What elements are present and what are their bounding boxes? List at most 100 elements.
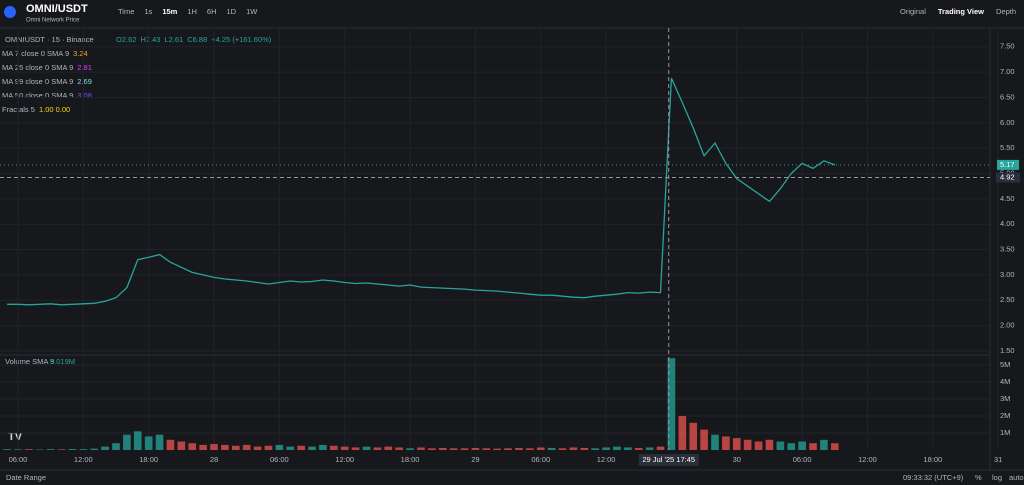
ohlc: L2.61 [164, 35, 183, 44]
indicator-value: 2.69 [77, 77, 92, 86]
volume-bar [602, 447, 610, 450]
y-tick-label: 1.50 [1000, 346, 1015, 355]
volume-bar [57, 449, 66, 450]
volume-bar [144, 436, 153, 450]
date-range[interactable]: Date Range [6, 473, 46, 482]
indicator-value: 1.00 0.00 [39, 105, 70, 114]
volume-bar [536, 447, 545, 450]
volume-bar [242, 444, 251, 450]
volume-bar [820, 439, 828, 450]
clock: 09:33:32 (UTC+9) [903, 473, 964, 482]
volume-bar [460, 448, 469, 450]
volume-bar [319, 444, 327, 450]
ohlc: O2.62 [116, 35, 136, 44]
indicator-name: MA 50 close 0 SMA 9 [2, 91, 73, 100]
interval[interactable]: 1W [246, 7, 258, 16]
view-tab[interactable]: Depth [996, 7, 1016, 16]
volume-bar [275, 444, 284, 450]
volume-bar [613, 446, 621, 450]
volume-bar [308, 446, 316, 450]
y-tick-label: 3.00 [1000, 270, 1015, 279]
y2-tick-label: 2M [1000, 411, 1010, 420]
volume-bar [210, 444, 218, 450]
y-tick-label: 7.50 [1000, 42, 1015, 51]
y-tick-label: 6.00 [1000, 118, 1015, 127]
volume-bar [14, 449, 22, 450]
volume-bar [830, 443, 839, 450]
volume-bar [809, 443, 817, 450]
view-tab[interactable]: Original [900, 7, 926, 16]
indicator-value: 3.24 [73, 49, 88, 58]
crosshair-x-label: 29 Jul '25 17:45 [642, 455, 695, 464]
volume-bar [743, 439, 752, 450]
last-price-badge [997, 159, 1019, 170]
volume-bar [79, 449, 88, 450]
indicator-name: MA 7 close 0 SMA 9 [2, 49, 69, 58]
volume-bar [264, 445, 273, 450]
x-tick-label: 12:00 [597, 455, 616, 464]
crosshair-y-badge [996, 172, 1020, 183]
volume-bar [700, 429, 708, 450]
footer-option[interactable]: auto [1009, 473, 1024, 482]
interval[interactable]: Time [118, 7, 134, 16]
volume-bar [68, 448, 77, 450]
volume-bar [286, 446, 295, 450]
volume-bar [711, 434, 719, 450]
volume-legend-value: 5.019M [50, 357, 75, 366]
y-tick-label: 7.00 [1000, 67, 1015, 76]
interval[interactable]: 1H [187, 7, 197, 16]
volume-legend: Volume SMA 9 [5, 357, 54, 366]
volume-bar [406, 448, 414, 450]
volume-bar [438, 447, 447, 450]
volume-bar [101, 446, 109, 450]
crosshair-x-badge [638, 454, 699, 466]
volume-bar [112, 443, 120, 450]
volume-bar [634, 447, 643, 450]
volume-bar [177, 441, 186, 450]
volume-bar [330, 445, 338, 450]
interval[interactable]: 6H [207, 7, 217, 16]
pair[interactable]: OMNI/USDT [26, 3, 88, 15]
volume-bar [722, 436, 730, 450]
indicator-name: MA 25 close 0 SMA 9 [2, 63, 73, 72]
x-tick-label: 06:00 [270, 455, 289, 464]
coin-icon [4, 6, 16, 18]
volume-bar [624, 447, 632, 450]
interval[interactable]: 15m [162, 7, 177, 16]
volume-bar [155, 434, 164, 450]
volume-bar [35, 449, 44, 450]
y-tick-label: 6.50 [1000, 92, 1015, 101]
volume-bar [362, 446, 371, 450]
volume-bar [395, 447, 403, 450]
y-tick-label: 5.50 [1000, 143, 1015, 152]
volume-bar [689, 422, 698, 450]
footer-option[interactable]: % [975, 473, 982, 482]
view-tab[interactable]: Trading View [938, 7, 984, 16]
footer-option[interactable]: log [992, 473, 1002, 482]
volume-bar [340, 446, 349, 450]
y-tick-label: 2.00 [1000, 321, 1015, 330]
interval[interactable]: 1D [227, 7, 237, 16]
price-line [7, 77, 836, 306]
volume-bar [384, 446, 393, 450]
volume-bar [798, 441, 806, 450]
y-tick-label: 2.50 [1000, 295, 1015, 304]
y2-tick-label: 4M [1000, 377, 1010, 386]
volume-bar [373, 447, 382, 450]
x-tick-label: 12:00 [858, 455, 877, 464]
interval[interactable]: 1s [144, 7, 152, 16]
volume-bar [678, 416, 687, 450]
x-tick-label: 30 [733, 455, 741, 464]
logo: TV [8, 431, 23, 443]
volume-bar [787, 443, 796, 450]
volume-bar [25, 449, 33, 450]
volume-bar [46, 449, 55, 450]
x-tick-label: 28 [210, 455, 218, 464]
crosshair-y-label: 4.92 [1000, 173, 1015, 182]
volume-bar [515, 447, 523, 450]
x-tick-label: 18:00 [139, 455, 158, 464]
volume-bar [547, 447, 556, 450]
volume-bar [569, 447, 578, 450]
volume-bar [3, 449, 11, 450]
